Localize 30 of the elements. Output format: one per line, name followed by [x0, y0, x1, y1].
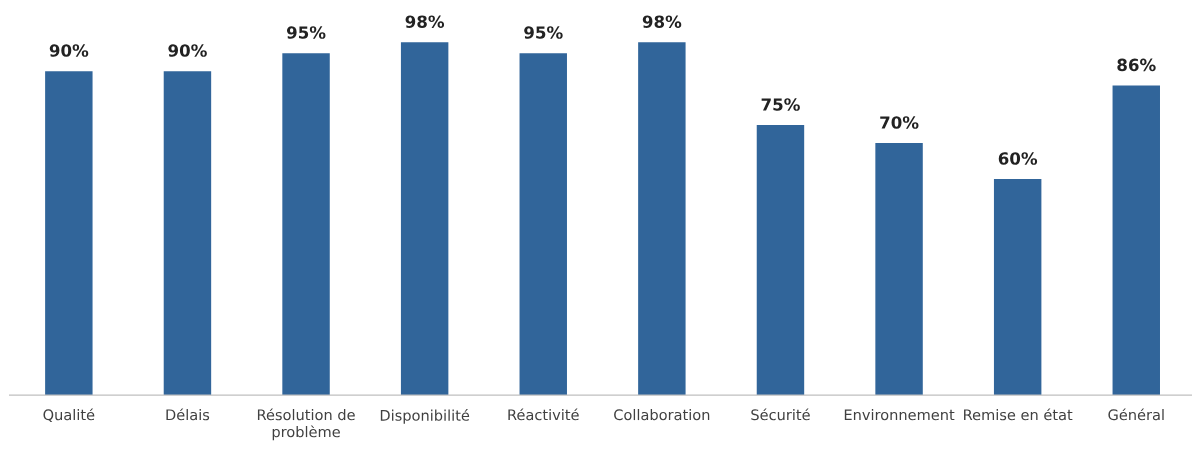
- data-label: 75%: [761, 98, 800, 111]
- bar: [756, 125, 805, 396]
- bar: [875, 143, 923, 396]
- x-tick-label: Résolution de problème: [257, 408, 355, 441]
- bar: [1112, 85, 1160, 396]
- x-tick-label: Réactivité: [508, 408, 579, 421]
- data-label: 90%: [168, 44, 207, 57]
- x-tick-label: Collaboration: [614, 408, 710, 421]
- data-label: 98%: [642, 15, 682, 28]
- bar: [163, 71, 212, 396]
- data-label: 95%: [286, 26, 326, 39]
- x-tick-label: Qualité: [43, 408, 95, 422]
- data-label: 86%: [1117, 58, 1156, 72]
- x-tick-label: Général: [1108, 408, 1164, 421]
- x-tick-label: Disponibilité: [380, 408, 470, 424]
- data-label: 70%: [880, 116, 919, 129]
- data-label: 90%: [49, 44, 89, 57]
- bar: [993, 179, 1042, 396]
- x-tick-label: Remise en état: [964, 408, 1073, 421]
- bar: [45, 71, 93, 396]
- bar: [282, 53, 330, 396]
- data-label: 60%: [998, 152, 1038, 165]
- x-tick-label: Sécurité: [751, 408, 810, 421]
- bar: [519, 53, 567, 396]
- bar: [400, 42, 449, 396]
- bar: [638, 42, 686, 396]
- x-tick-label: Délais: [166, 408, 210, 421]
- data-label: 98%: [405, 15, 445, 28]
- x-tick-label: Environnement: [844, 408, 955, 421]
- data-label: 95%: [524, 26, 563, 39]
